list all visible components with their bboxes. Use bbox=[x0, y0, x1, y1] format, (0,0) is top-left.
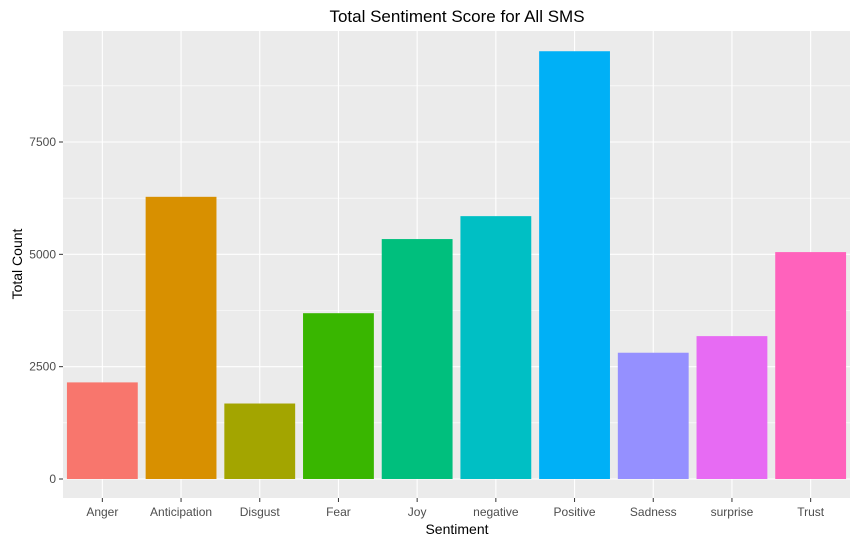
x-tick-label: Anger bbox=[86, 505, 118, 519]
y-axis-title: Total Count bbox=[9, 228, 25, 299]
bar-negative bbox=[460, 216, 532, 479]
x-axis-ticks: Anger Anticipation Disgust Fear Joy negative P… bbox=[86, 498, 825, 519]
bar-sadness bbox=[617, 352, 689, 479]
x-tick-label: Positive bbox=[554, 505, 596, 519]
x-tick-label: Joy bbox=[408, 505, 427, 519]
x-tick-label: Trust bbox=[797, 505, 825, 519]
bar-anticipation bbox=[145, 196, 217, 479]
x-axis-title: Sentiment bbox=[425, 521, 488, 537]
bar-disgust bbox=[224, 403, 296, 479]
x-tick-label: negative bbox=[473, 505, 519, 519]
x-tick-label: Anticipation bbox=[150, 505, 212, 519]
x-tick-label: Fear bbox=[326, 505, 351, 519]
x-tick-label: Disgust bbox=[240, 505, 281, 519]
bar-trust bbox=[775, 252, 847, 479]
y-axis-ticks: 0 2500 5000 7500 bbox=[29, 135, 63, 486]
chart-title: Total Sentiment Score for All SMS bbox=[329, 7, 584, 26]
bar-positive bbox=[539, 51, 610, 479]
bar-fear bbox=[303, 313, 374, 479]
y-tick-label: 0 bbox=[49, 472, 56, 486]
y-tick-label: 2500 bbox=[29, 360, 56, 374]
x-tick-label: Sadness bbox=[630, 505, 677, 519]
bars bbox=[66, 51, 847, 479]
x-tick-label: surprise bbox=[711, 505, 754, 519]
bar-anger bbox=[66, 382, 138, 479]
bar-joy bbox=[381, 239, 453, 479]
y-tick-label: 5000 bbox=[29, 247, 56, 261]
bar-surprise bbox=[696, 336, 768, 479]
y-tick-label: 7500 bbox=[29, 135, 56, 149]
